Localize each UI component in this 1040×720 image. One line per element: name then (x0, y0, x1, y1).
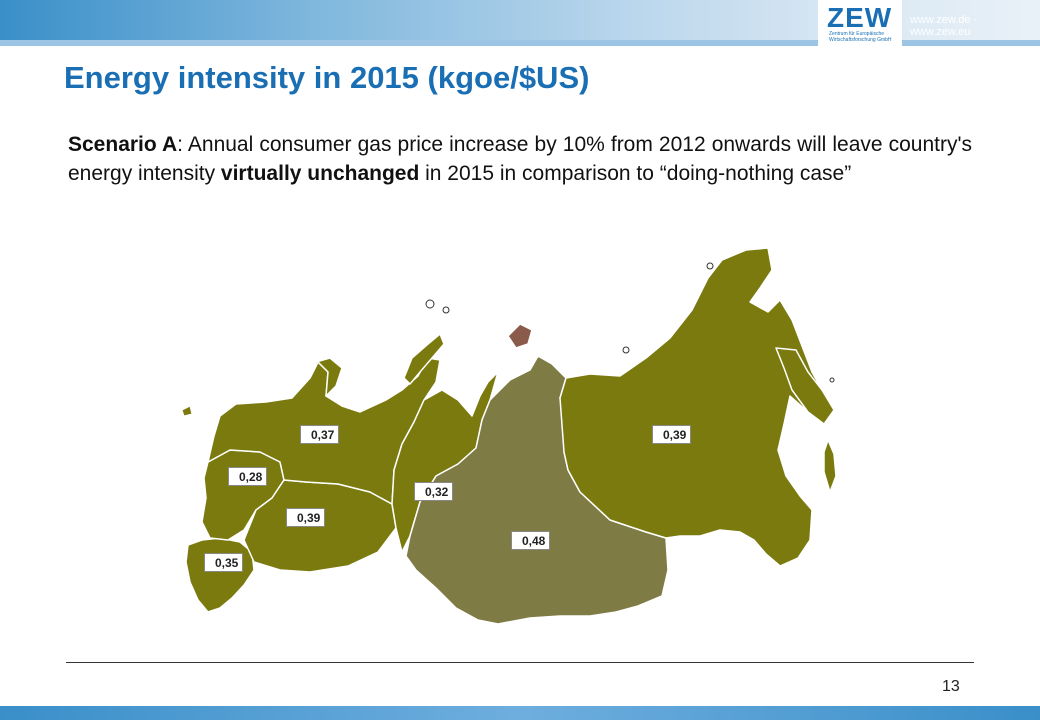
header-stripe (0, 40, 1040, 46)
region-kaliningrad (181, 405, 193, 417)
scenario-label: Scenario A (68, 133, 178, 156)
region-south (185, 537, 255, 613)
website-text: www.zew.de · www.zew.eu (910, 14, 978, 38)
scenario-text-1: : Annual consumer gas price increase by … (68, 133, 972, 185)
value-label-south: 0,35 (204, 553, 244, 572)
logo-box (818, 0, 902, 46)
value-label-northwest: 0,37 (300, 425, 340, 444)
island (622, 346, 630, 354)
footer-banner (0, 706, 1040, 720)
value-label-far-east: 0,39 (652, 425, 692, 444)
logo-subtitle: Zentrum für Europäische Wirtschaftsforsc… (829, 31, 892, 43)
island (442, 306, 450, 314)
island (706, 262, 714, 270)
scenario-text: Scenario A: Annual consumer gas price in… (68, 130, 972, 188)
value-label-volga: 0,39 (286, 508, 326, 527)
zew-logo: ZEW (827, 2, 893, 33)
page-title: Energy intensity in 2015 (kgoe/$US) (64, 60, 590, 95)
region-sakhalin (823, 439, 837, 493)
island (829, 377, 835, 383)
island (425, 299, 435, 309)
russia-map (181, 247, 837, 625)
region-novaya-zemlya (403, 333, 445, 385)
value-label-central: 0,28 (228, 467, 268, 486)
region-kamchatka (775, 347, 835, 425)
region-kola (309, 357, 343, 397)
value-label-urals: 0,32 (414, 482, 454, 501)
region-severnaya-zemlya (507, 323, 533, 349)
footer-rule (66, 662, 974, 663)
value-label-siberia: 0,48 (511, 531, 551, 550)
page-number: 13 (942, 678, 960, 695)
scenario-emphasis: virtually unchanged (220, 162, 420, 185)
scenario-text-2: in 2015 in comparison to “doing-nothing … (419, 162, 852, 185)
